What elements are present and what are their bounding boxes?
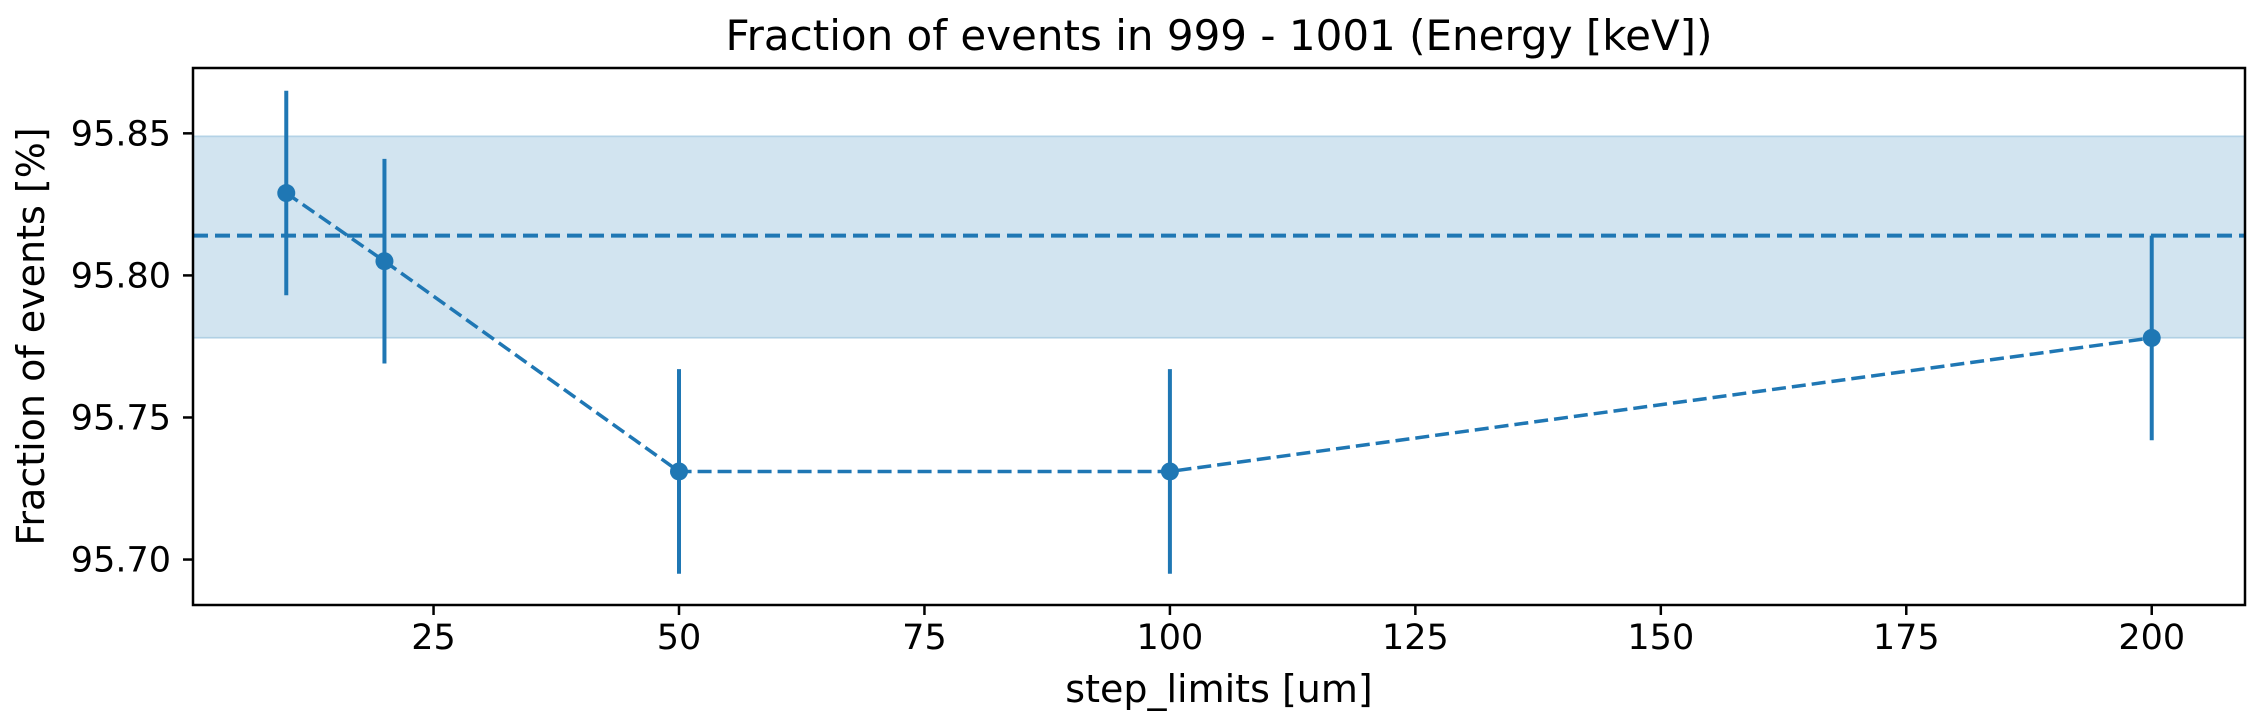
x-tick-label: 150 <box>1627 618 1694 658</box>
axes-layer: 25 50 75 100 125 150 175 200 95.70 95.75 95.80 95.8… <box>71 66 2247 658</box>
data-point-marker <box>2142 328 2161 347</box>
y-tick-label: 95.75 <box>71 398 171 438</box>
x-tick-label: 50 <box>657 618 702 658</box>
x-axis-label: step_limits [um] <box>1065 667 1372 711</box>
plot-border <box>191 66 2247 607</box>
y-axis-label: Fraction of events [%] <box>9 127 53 545</box>
data-point-marker <box>277 184 296 203</box>
data-point-marker <box>375 252 394 271</box>
x-tick-label: 200 <box>2118 618 2185 658</box>
y-tick-label: 95.80 <box>71 256 171 296</box>
chart-title: Fraction of events in 999 - 1001 (Energy… <box>726 11 1713 60</box>
data-point-marker <box>1160 462 1179 481</box>
y-tick-label: 95.85 <box>71 114 171 154</box>
data-point-marker <box>670 462 688 481</box>
x-tick-label: 25 <box>411 618 456 658</box>
x-tick-label: 125 <box>1382 618 1449 658</box>
data-series-layer <box>277 90 2161 574</box>
x-tick-label: 100 <box>1137 618 1204 658</box>
x-tick-label: 175 <box>1873 618 1940 658</box>
x-tick-label: 75 <box>902 618 947 658</box>
text-layer: Fraction of events in 999 - 1001 (Energy… <box>9 11 1712 711</box>
y-tick-label: 95.70 <box>71 541 171 581</box>
